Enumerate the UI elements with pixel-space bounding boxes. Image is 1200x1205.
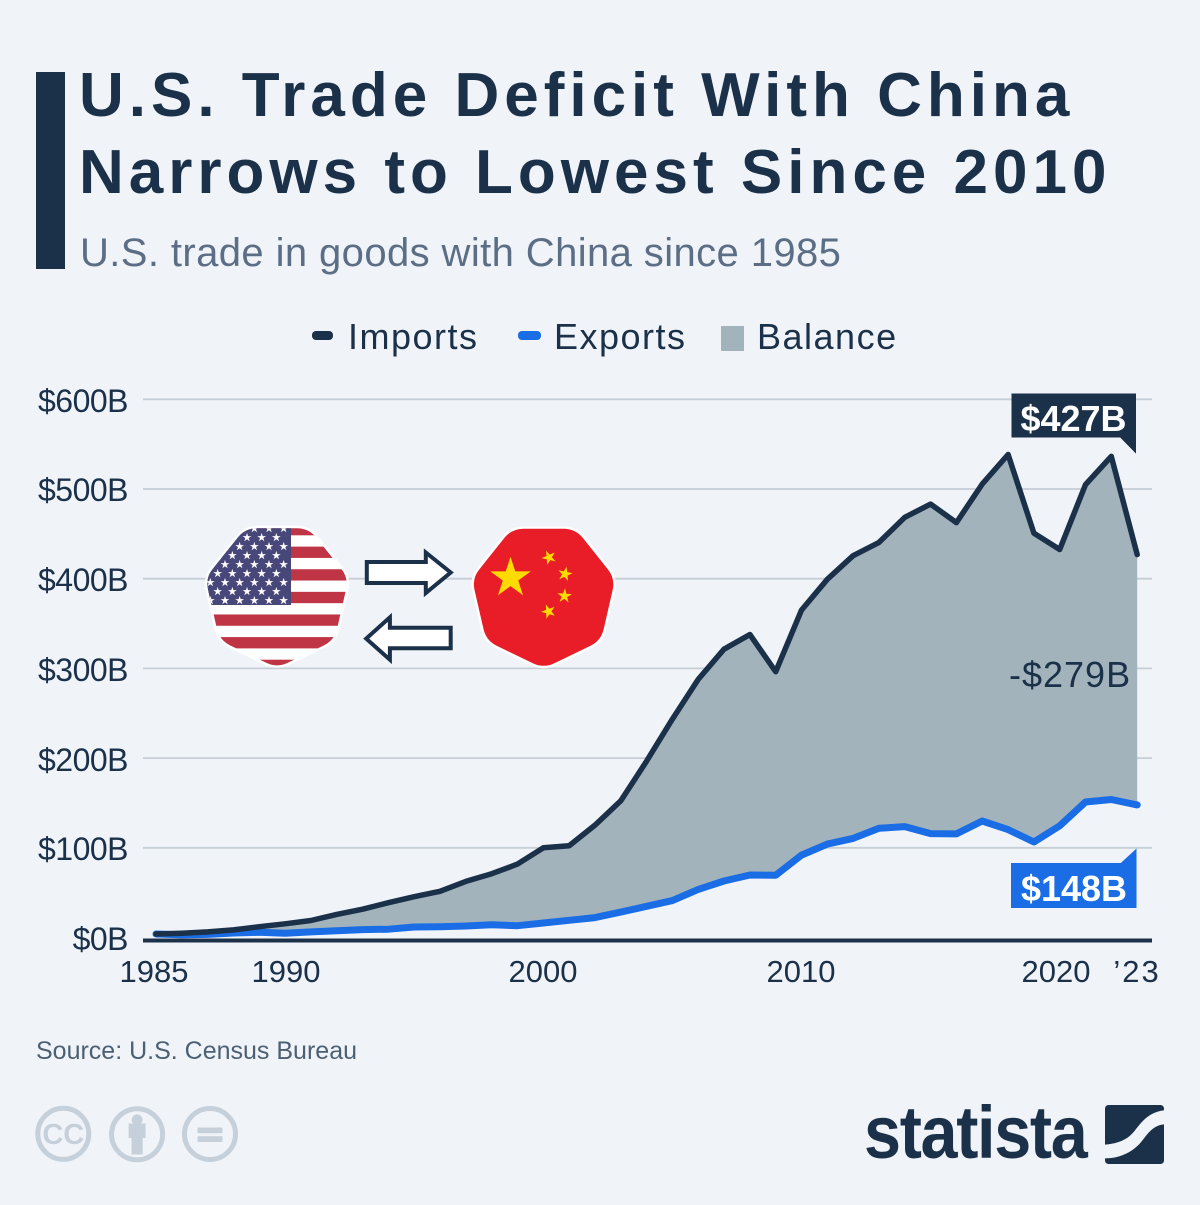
- svg-text:CC: CC: [42, 1119, 84, 1151]
